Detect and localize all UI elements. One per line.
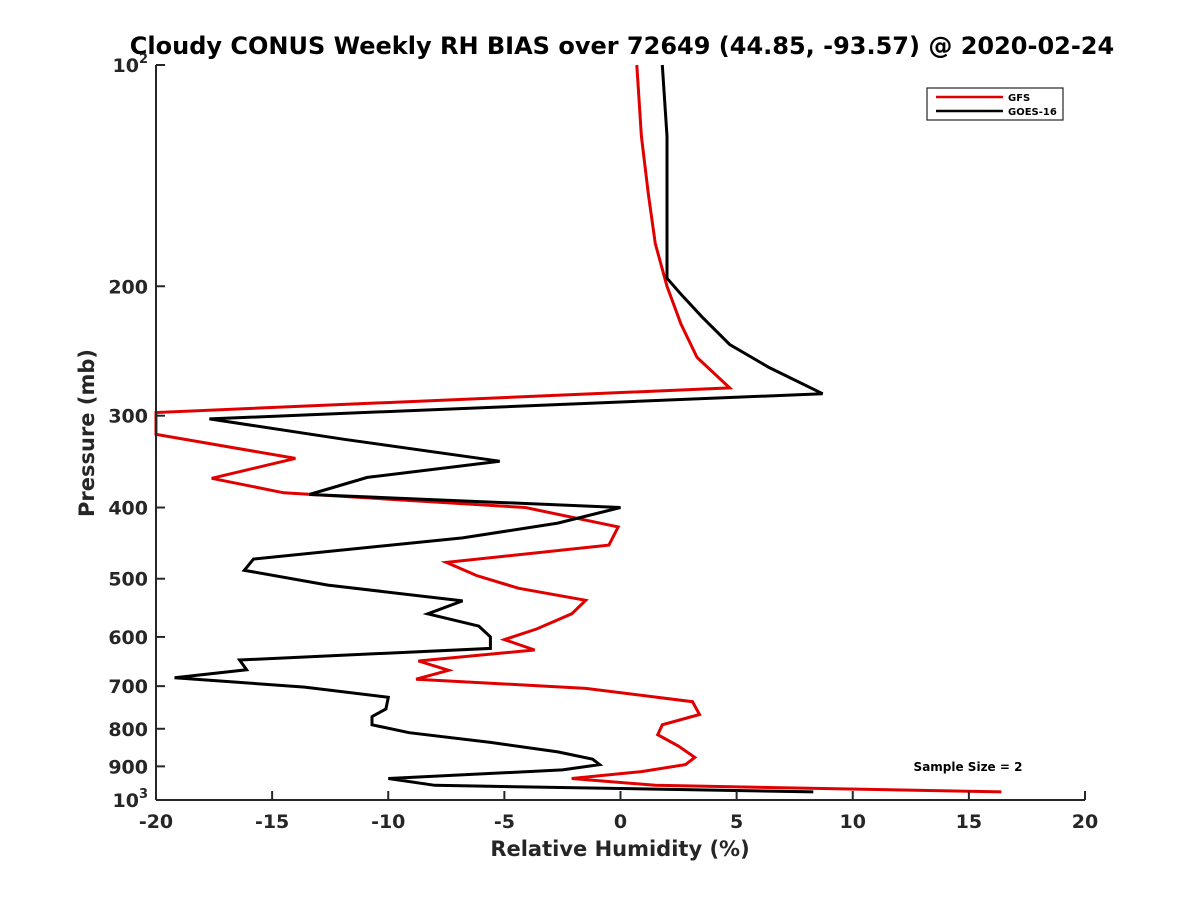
- plot-area: [154, 64, 1002, 794]
- series-line-gfs: [154, 64, 1002, 794]
- y-tick-label: 900: [108, 756, 148, 778]
- y-tick-label: 102: [113, 52, 149, 77]
- y-tick-label: 103: [113, 787, 149, 812]
- y-tick-label-base: 900: [108, 756, 148, 778]
- y-tick-label: 400: [108, 498, 148, 520]
- y-tick-label: 200: [108, 276, 148, 298]
- x-tick-label: 10: [840, 811, 866, 833]
- y-tick-label-base: 300: [108, 406, 148, 428]
- legend-label-goes16: GOES-16: [1008, 107, 1057, 118]
- y-tick-label-exponent: 3: [139, 787, 148, 802]
- x-tick-label: -5: [494, 811, 515, 833]
- y-tick-label-base: 400: [108, 498, 148, 520]
- chart-title: Cloudy CONUS Weekly RH BIAS over 72649 (…: [130, 32, 1114, 60]
- x-tick-label: 0: [614, 811, 627, 833]
- y-axis-label: Pressure (mb): [75, 349, 99, 517]
- x-tick-label: -20: [139, 811, 173, 833]
- legend-box: [926, 87, 1064, 121]
- y-tick-label: 300: [108, 406, 148, 428]
- legend-label-gfs: GFS: [1008, 93, 1030, 104]
- x-tick-label: -10: [371, 811, 405, 833]
- y-tick-label-base: 200: [108, 276, 148, 298]
- x-tick-label: 20: [1072, 811, 1098, 833]
- y-tick-label: 600: [108, 627, 148, 649]
- y-tick-label: 700: [108, 676, 148, 698]
- y-tick-label: 500: [108, 569, 148, 591]
- y-tick-label-base: 10: [113, 55, 139, 77]
- series-line-goes16: [174, 64, 824, 794]
- x-tick-label: 5: [730, 811, 743, 833]
- sample-size-annotation: Sample Size = 2: [914, 760, 1023, 774]
- x-axis-ticks: -20 -15 -10 -5 0 5 10 15 20: [139, 791, 1098, 833]
- x-tick-label: 15: [956, 811, 982, 833]
- y-tick-label-base: 800: [108, 719, 148, 741]
- y-tick-label-base: 10: [113, 790, 139, 812]
- y-tick-label-base: 500: [108, 569, 148, 591]
- y-tick-label: 800: [108, 719, 148, 741]
- legend: GFS GOES-16: [926, 87, 1064, 121]
- y-tick-label-base: 600: [108, 627, 148, 649]
- y-tick-label-exponent: 2: [139, 52, 148, 67]
- x-tick-label: -15: [255, 811, 289, 833]
- y-tick-label-base: 700: [108, 676, 148, 698]
- x-axis-label: Relative Humidity (%): [490, 837, 749, 861]
